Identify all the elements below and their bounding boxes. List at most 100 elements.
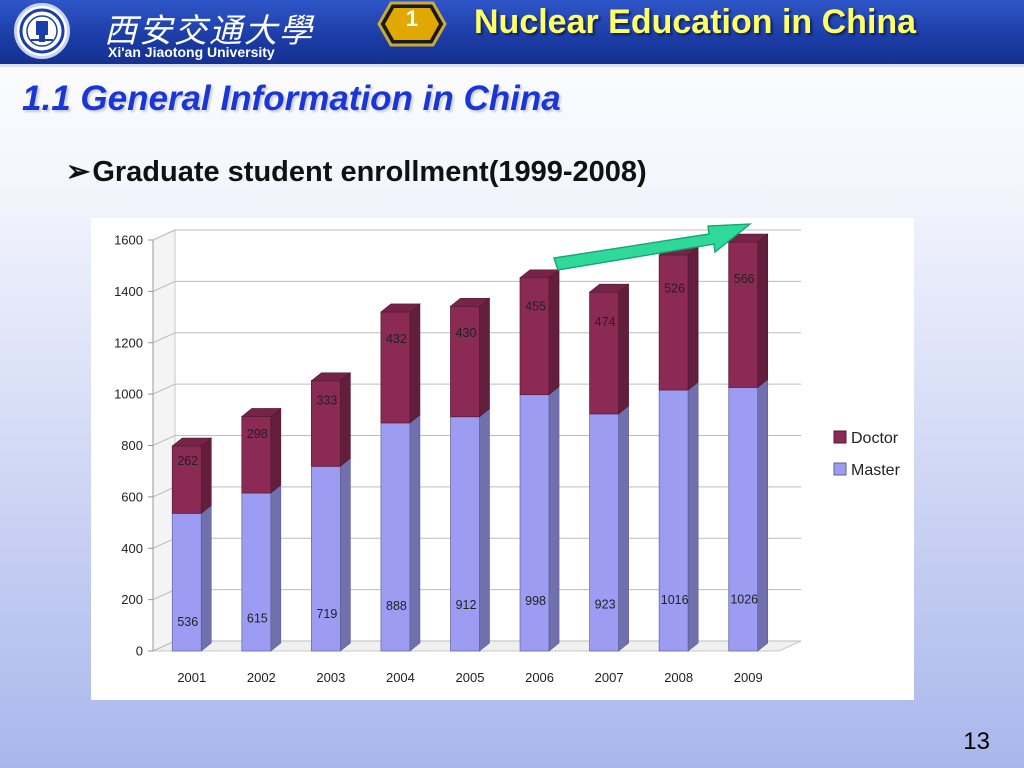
- chart-annotation: [553, 223, 753, 271]
- bar-face: [658, 254, 689, 391]
- bar-top: [588, 283, 630, 293]
- x-tick-label: 2003: [316, 670, 345, 685]
- header-bar: [0, 0, 1024, 64]
- data-label: 526: [664, 282, 685, 296]
- bar-side: [479, 408, 490, 652]
- data-label: 430: [456, 326, 477, 340]
- bar-master-2005: 912: [450, 408, 490, 652]
- bar-face: [450, 305, 480, 418]
- y-tick-label: 0: [136, 644, 143, 659]
- x-axis-ticks: 2001 2002 2003 2004 2005 2006 2007 2008 2009: [177, 670, 762, 685]
- bar-master-2009: 1026: [728, 378, 769, 652]
- legend-label: Doctor: [851, 430, 899, 447]
- bar-side: [687, 381, 699, 652]
- x-tick-label: 2006: [525, 670, 554, 685]
- chart-legend: Doctor Master: [833, 430, 901, 479]
- y-tick-label: 800: [121, 438, 143, 453]
- bar-side: [340, 457, 351, 652]
- bar-doctor-2008: 526: [658, 246, 700, 391]
- bar-side: [548, 386, 560, 652]
- y-tick-label: 600: [121, 489, 143, 504]
- legend-swatch: [833, 430, 847, 444]
- bar-face: [171, 445, 202, 514]
- bar-doctor-2002: 298: [240, 407, 282, 494]
- bar-side: [548, 269, 560, 396]
- bar-side: [270, 484, 282, 652]
- bar-master-2007: 923: [589, 405, 629, 652]
- bar-face: [658, 389, 689, 652]
- bar-top: [449, 297, 491, 307]
- arrow-bullet-icon: ➢: [66, 156, 91, 188]
- bar-top: [310, 372, 352, 382]
- bar-side: [270, 407, 282, 494]
- hexagon-badge-icon: [377, 1, 447, 47]
- bullet-text: Graduate student enrollment(1999-2008): [92, 156, 647, 188]
- data-label: 912: [456, 598, 477, 612]
- legend-item-doctor: Doctor: [833, 430, 899, 447]
- bar-top: [727, 233, 769, 243]
- bar-doctor-2007: 474: [588, 283, 630, 415]
- bar-doctor-2009: 566: [727, 233, 769, 389]
- bar-face: [450, 416, 480, 652]
- data-label: 432: [386, 332, 407, 346]
- bar-side: [200, 437, 212, 514]
- stacked-bar-chart: 0 200 400 600 800 1000 1200 1400 1600 536 262 615 2…: [114, 223, 901, 685]
- bullet-point: ➢Graduate student enrollment(1999-2008): [66, 154, 647, 189]
- bar-master-2006: 998: [519, 386, 560, 652]
- y-tick-label: 200: [121, 592, 143, 607]
- trend-arrow-icon: [553, 223, 753, 271]
- university-seal-icon: [19, 8, 65, 54]
- x-tick-label: 2007: [595, 670, 624, 685]
- bar-master-2001: 536: [171, 504, 212, 652]
- bar-side: [409, 303, 421, 424]
- bar-face: [519, 394, 550, 652]
- bar-side: [757, 233, 769, 389]
- bar-face: [171, 512, 202, 652]
- university-name-chinese: 西安交通大學: [104, 11, 314, 50]
- bar-side: [618, 283, 629, 415]
- gridline: [152, 229, 801, 241]
- data-label: 333: [316, 394, 337, 408]
- presentation-title: Nuclear Education in China: [474, 3, 917, 41]
- bar-side: [479, 297, 490, 418]
- bar-side: [687, 246, 699, 391]
- bar-face: [728, 241, 759, 388]
- bar-face: [728, 387, 759, 652]
- y-tick-label: 400: [121, 541, 143, 556]
- data-label: 923: [595, 597, 616, 611]
- data-label: 536: [177, 615, 198, 629]
- bar-face: [310, 380, 341, 467]
- data-label: 566: [734, 272, 755, 286]
- legend-item-master: Master: [833, 462, 901, 479]
- section-badge-number: 1: [405, 6, 419, 31]
- bar-face: [241, 492, 272, 652]
- data-label: 455: [525, 299, 546, 313]
- bar-face: [310, 465, 341, 652]
- bar-top: [380, 303, 421, 313]
- bar-top: [171, 437, 213, 447]
- y-tick-label: 1200: [114, 335, 143, 350]
- data-label: 719: [316, 607, 337, 621]
- bar-side: [618, 405, 629, 652]
- bar-master-2002: 615: [241, 484, 282, 652]
- x-tick-label: 2002: [247, 670, 276, 685]
- x-tick-label: 2005: [456, 670, 485, 685]
- bar-face: [519, 277, 550, 396]
- bar-face: [380, 422, 411, 652]
- header-divider: [0, 64, 1024, 67]
- legend-swatch: [833, 462, 847, 476]
- data-label: 998: [525, 594, 546, 608]
- bar-doctor-2001: 262: [171, 437, 213, 514]
- bar-doctor-2004: 432: [380, 303, 421, 424]
- x-tick-label: 2001: [177, 670, 206, 685]
- university-name-english: Xi'an Jiaotong University: [108, 44, 275, 60]
- section-title: 1.1 General Information in China: [22, 79, 561, 118]
- university-logo: [14, 3, 70, 59]
- gridline: [152, 280, 801, 292]
- data-label: 474: [595, 315, 616, 329]
- bar-side: [200, 504, 212, 652]
- bar-side: [409, 414, 421, 652]
- bar-master-2004: 888: [380, 414, 421, 652]
- bar-doctor-2005: 430: [449, 297, 491, 418]
- data-label: 1016: [661, 593, 689, 607]
